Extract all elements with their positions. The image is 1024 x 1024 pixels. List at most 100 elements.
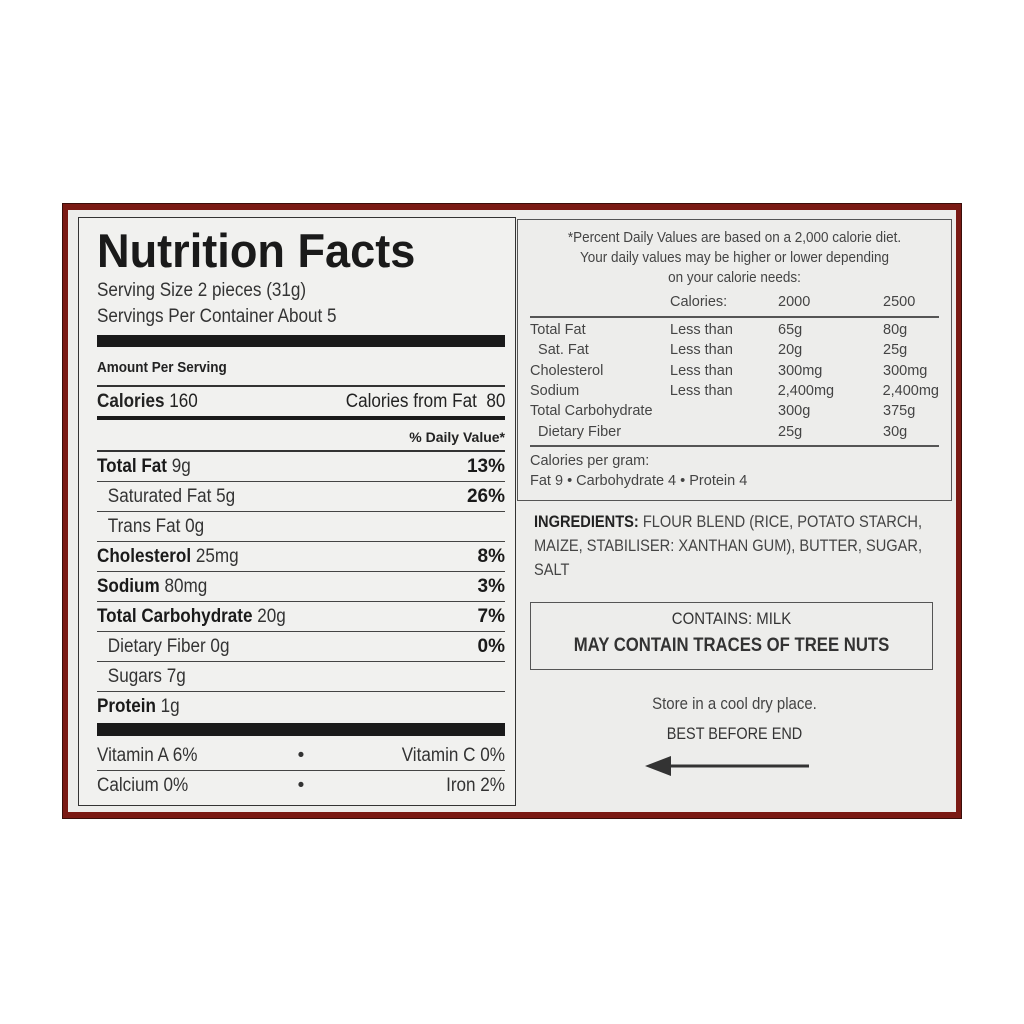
nutrient-label: Trans Fat 0g <box>97 516 204 538</box>
daily-value-header: % Daily Value* <box>409 429 505 445</box>
vitamin-left: Vitamin A 6% <box>97 745 198 766</box>
table-cell: Sodium <box>530 383 580 400</box>
nutrient-name: Saturated Fat <box>107 485 212 507</box>
bullet: • <box>297 745 305 766</box>
nutrient-daily-value: 3% <box>477 575 505 597</box>
nutrient-row: Cholesterol 25mg 8% <box>97 542 505 572</box>
ingredients-text: FLOUR BLEND (RICE, POTATO STARCH, MAIZE,… <box>534 512 923 579</box>
nutrient-name: Protein <box>97 696 156 717</box>
ingredients: INGREDIENTS: FLOUR BLEND (RICE, POTATO S… <box>534 510 938 582</box>
ingredients-label: INGREDIENTS: <box>534 512 639 531</box>
may-contain-nuts: MAY CONTAIN TRACES OF TREE NUTS <box>573 635 890 656</box>
table-cell: Total Carbohydrate <box>530 403 653 420</box>
table-cell: 25g <box>883 342 908 359</box>
nutrient-row: Total Fat 9g 13% <box>97 452 505 482</box>
vitamin-right: Iron 2% <box>446 774 505 796</box>
nutrient-label: Dietary Fiber 0g <box>97 635 230 658</box>
thick-divider <box>97 723 505 736</box>
thick-divider <box>97 335 505 347</box>
table-cell: 300mg <box>778 362 823 379</box>
divider <box>530 445 939 447</box>
table-cell: Less than <box>670 362 733 379</box>
header-cell: 2500 <box>883 294 916 311</box>
nutrient-name: Sodium <box>97 575 160 597</box>
package-panel: Nutrition Facts Serving Size 2 pieces (3… <box>62 203 962 819</box>
table-cell: 2,400mg <box>882 383 939 400</box>
table-cell: 300g <box>778 403 811 420</box>
nutrient-amount: 20g <box>257 605 286 627</box>
table-cell: Sat. Fat <box>530 342 589 359</box>
table-cell: 300mg <box>883 362 928 379</box>
nutrient-row: Protein 1g <box>97 692 505 722</box>
best-before-label: BEST BEFORE END <box>666 724 803 743</box>
daily-values-row: Sodium Less than 2,400mg 2,400mg <box>530 381 939 401</box>
nutrient-daily-value: 7% <box>477 605 505 627</box>
calories-per-gram: Calories per gram: Fat 9 • Carbohydrate … <box>530 451 939 491</box>
nutrient-daily-value: 13% <box>466 455 505 477</box>
vitamin-left: Calcium 0% <box>97 774 189 796</box>
nutrient-amount: 1g <box>160 696 180 717</box>
medium-divider <box>97 416 505 420</box>
header-cell: Calories: <box>670 294 728 311</box>
nutrient-amount: 25mg <box>195 545 239 567</box>
daily-values-row: Total Fat Less than 65g 80g <box>530 320 939 340</box>
daily-values-row: Dietary Fiber 25g 30g <box>530 421 939 441</box>
nutrient-label: Protein 1g <box>97 696 180 718</box>
divider <box>97 385 505 387</box>
table-cell: Less than <box>670 342 733 359</box>
footnote-line-3: on your calorie needs: <box>668 270 801 286</box>
table-cell: 25g <box>778 423 803 440</box>
daily-values-table: Total Fat Less than 65g 80g Sat. Fat Less th… <box>530 320 939 442</box>
nutrient-name: Dietary Fiber <box>107 635 206 657</box>
arrow-left-icon <box>645 756 809 776</box>
table-cell: 65g <box>778 322 803 339</box>
daily-values-row: Cholesterol Less than 300mg 300mg <box>530 361 939 381</box>
daily-values-row: Total Carbohydrate 300g 375g <box>530 401 939 421</box>
storage-instructions: Store in a cool dry place. <box>652 694 817 713</box>
nutrient-daily-value: 0% <box>477 635 505 657</box>
vitamin-row: Vitamin A 6% • Vitamin C 0% <box>97 742 505 771</box>
nutrient-row: Saturated Fat 5g 26% <box>97 482 505 512</box>
table-cell: Total Fat <box>530 322 586 339</box>
calories-from-fat-value: 80 <box>485 391 505 412</box>
contains-milk: CONTAINS: MILK <box>671 609 792 628</box>
nutrient-daily-value: 8% <box>477 545 505 567</box>
table-cell: 30g <box>883 423 908 440</box>
table-cell: 20g <box>778 342 803 359</box>
calories-value: 160 <box>169 391 198 412</box>
nutrient-name: Cholesterol <box>97 545 192 567</box>
nutrient-name: Total Fat <box>97 455 167 477</box>
calories-row: Calories 160 Calories from Fat 80 <box>97 389 505 415</box>
allergen-box: CONTAINS: MILK MAY CONTAIN TRACES OF TRE… <box>530 602 933 670</box>
servings-per-container: Servings Per Container About 5 <box>97 306 337 327</box>
nutrient-label: Total Carbohydrate 20g <box>97 606 286 628</box>
calorie-header: Calories: 2000 2500 <box>530 292 939 312</box>
nutrient-label: Saturated Fat 5g <box>97 486 235 508</box>
nutrient-amount: 7g <box>166 665 186 687</box>
nutrient-row: Trans Fat 0g <box>97 512 505 542</box>
per-gram-label: Calories per gram: <box>530 453 650 469</box>
nutrient-row: Total Carbohydrate 20g 7% <box>97 602 505 632</box>
serving-size: Serving Size 2 pieces (31g) <box>97 280 307 301</box>
daily-values-footnote: *Percent Daily Values are based on a 2,0… <box>517 219 952 501</box>
nutrition-facts-title: Nutrition Facts <box>97 224 416 277</box>
nutrient-label: Total Fat 9g <box>97 456 191 478</box>
vitamin-right: Vitamin C 0% <box>401 745 505 766</box>
per-gram-values: Fat 9 • Carbohydrate 4 • Protein 4 <box>530 473 748 489</box>
nutrient-daily-value: 26% <box>466 485 505 507</box>
nutrient-list: Total Fat 9g 13% Saturated Fat 5g 26% Trans … <box>97 452 505 722</box>
nutrient-row: Sugars 7g <box>97 662 505 692</box>
nutrient-label: Cholesterol 25mg <box>97 546 239 568</box>
nutrient-amount: 9g <box>171 455 191 477</box>
nutrient-amount: 0g <box>210 635 230 657</box>
footnote-line-2: Your daily values may be higher or lower… <box>579 250 890 266</box>
nutrient-amount: 5g <box>216 485 236 507</box>
vitamin-list: Vitamin A 6% • Vitamin C 0% Calcium 0% • Iron… <box>97 742 505 800</box>
calories-from-fat-label: Calories from Fat <box>345 391 477 412</box>
nutrient-label: Sugars 7g <box>97 666 186 688</box>
footnote-line-1: *Percent Daily Values are based on a 2,0… <box>567 230 902 246</box>
header-cell: 2000 <box>778 294 811 311</box>
bullet: • <box>297 774 305 796</box>
amount-per-serving: Amount Per Serving <box>97 359 227 376</box>
nutrition-facts-panel: Nutrition Facts Serving Size 2 pieces (3… <box>78 217 516 806</box>
